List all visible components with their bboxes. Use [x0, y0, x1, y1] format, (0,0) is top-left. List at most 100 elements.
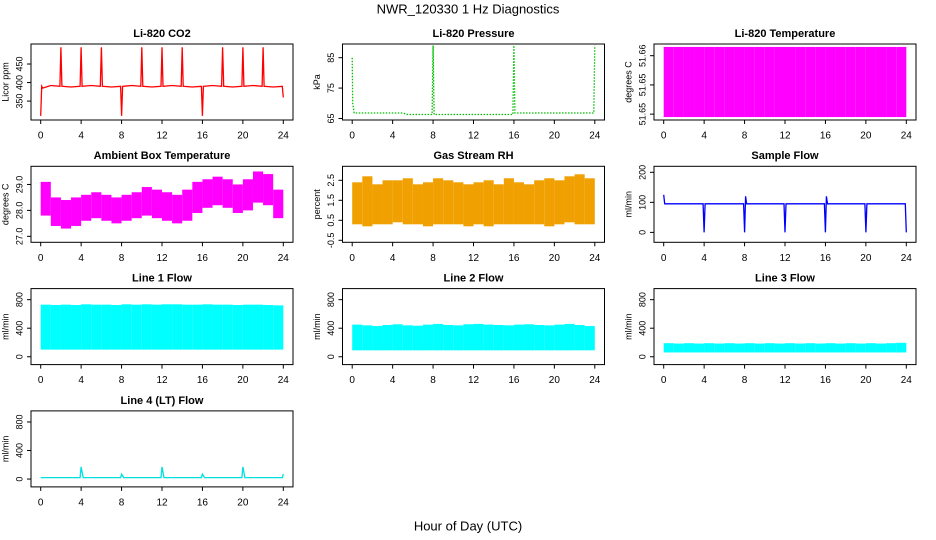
band-segment: [805, 46, 816, 118]
band-segment: [60, 304, 72, 350]
band-segment: [513, 324, 525, 351]
band-segment: [564, 176, 575, 223]
band-segment: [453, 325, 464, 351]
x-tick-label: 12: [779, 375, 791, 386]
band-segment: [352, 324, 363, 351]
band-segment: [40, 304, 51, 350]
panel-title: Li-820 CO2: [133, 28, 190, 40]
x-tick-label: 12: [156, 375, 168, 386]
band-segment: [554, 180, 565, 225]
x-tick-label: 8: [742, 253, 748, 264]
band-segment: [574, 324, 585, 351]
band-segment: [896, 342, 907, 353]
y-axis-label: ml/min: [0, 313, 10, 340]
band-segment: [182, 189, 193, 221]
y-tick-label: 400: [637, 321, 647, 336]
band-segment: [493, 324, 504, 351]
band-segment: [131, 304, 142, 350]
panel-title: Li-820 Pressure: [433, 28, 515, 40]
band-segment: [694, 343, 705, 353]
x-tick-label: 8: [430, 131, 436, 142]
y-tick-label: 0: [14, 354, 24, 359]
y-axis-label: ml/min: [623, 313, 633, 340]
band-segment: [392, 324, 403, 351]
plot-frame: [653, 288, 917, 366]
y-tick-label: 75: [326, 83, 336, 93]
x-tick-label: 4: [701, 253, 707, 264]
band-segment: [785, 343, 796, 353]
band-segment: [212, 176, 223, 206]
y-axis-label: degrees C: [623, 61, 633, 103]
band-segment: [252, 304, 264, 350]
x-tick-label: 0: [349, 253, 355, 264]
band-segment: [815, 46, 826, 118]
x-tick-label: 20: [549, 131, 561, 142]
band-segment: [232, 305, 243, 350]
band-segment: [483, 324, 494, 351]
band-segment: [764, 343, 775, 353]
band-segment: [774, 343, 785, 353]
x-axis-label: Hour of Day (UTC): [414, 518, 522, 533]
plot-frame: [30, 288, 294, 366]
y-tick-label: 0: [637, 354, 647, 359]
band-segment: [232, 184, 243, 213]
band-segment: [534, 324, 545, 351]
band-segment: [192, 181, 203, 213]
x-tick-label: 20: [549, 375, 561, 386]
x-tick-label: 24: [589, 253, 601, 264]
band-segment: [503, 178, 514, 225]
x-tick-label: 16: [508, 131, 520, 142]
x-tick-label: 8: [119, 375, 125, 386]
band-segment: [875, 343, 887, 353]
y-tick-label: 400: [14, 321, 24, 336]
band-segment: [764, 46, 775, 118]
band-segment: [443, 324, 454, 351]
band-segment: [273, 305, 284, 350]
x-tick-label: 24: [278, 498, 290, 509]
y-tick-label: 450: [14, 57, 24, 72]
band-segment: [815, 343, 826, 353]
band-segment: [402, 325, 413, 351]
band-segment: [392, 180, 403, 223]
y-tick-label: 2.5: [326, 174, 336, 187]
y-tick-label: 400: [14, 75, 24, 90]
x-tick-label: 0: [661, 253, 667, 264]
band-segment: [734, 46, 745, 118]
band-segment: [81, 194, 92, 221]
x-tick-label: 8: [742, 131, 748, 142]
band-segment: [886, 343, 897, 353]
band-segment: [825, 46, 836, 118]
y-tick-label: 100: [637, 195, 647, 210]
x-tick-label: 24: [901, 375, 913, 386]
plot-frame: [30, 410, 294, 488]
x-tick-label: 0: [38, 131, 44, 142]
panel-title: Line 4 (LT) Flow: [121, 395, 204, 407]
band-segment: [111, 305, 122, 350]
band-segment: [40, 181, 51, 216]
band-segment: [352, 182, 363, 225]
x-tick-label: 24: [589, 375, 601, 386]
x-tick-label: 12: [779, 131, 791, 142]
plot-frame: [342, 165, 605, 243]
band-segment: [574, 174, 585, 225]
band-segment: [101, 194, 112, 221]
band-segment: [121, 304, 132, 350]
band-segment: [372, 326, 383, 351]
y-tick-label: 51.65: [637, 103, 647, 126]
band-segment: [835, 343, 846, 353]
band-segment: [422, 182, 434, 227]
x-tick-label: 0: [38, 253, 44, 264]
x-tick-label: 16: [197, 131, 209, 142]
band-segment: [362, 325, 373, 351]
y-tick-label: 0: [14, 477, 24, 482]
y-tick-label: 51.66: [637, 44, 647, 67]
y-axis-label: kPa: [312, 74, 322, 90]
panel-title: Line 1 Flow: [132, 273, 192, 285]
x-tick-label: 4: [701, 375, 707, 386]
x-tick-label: 20: [237, 375, 249, 386]
band-segment: [714, 46, 725, 118]
band-segment: [825, 343, 836, 353]
y-tick-label: 200: [637, 165, 647, 180]
band-segment: [564, 323, 575, 351]
